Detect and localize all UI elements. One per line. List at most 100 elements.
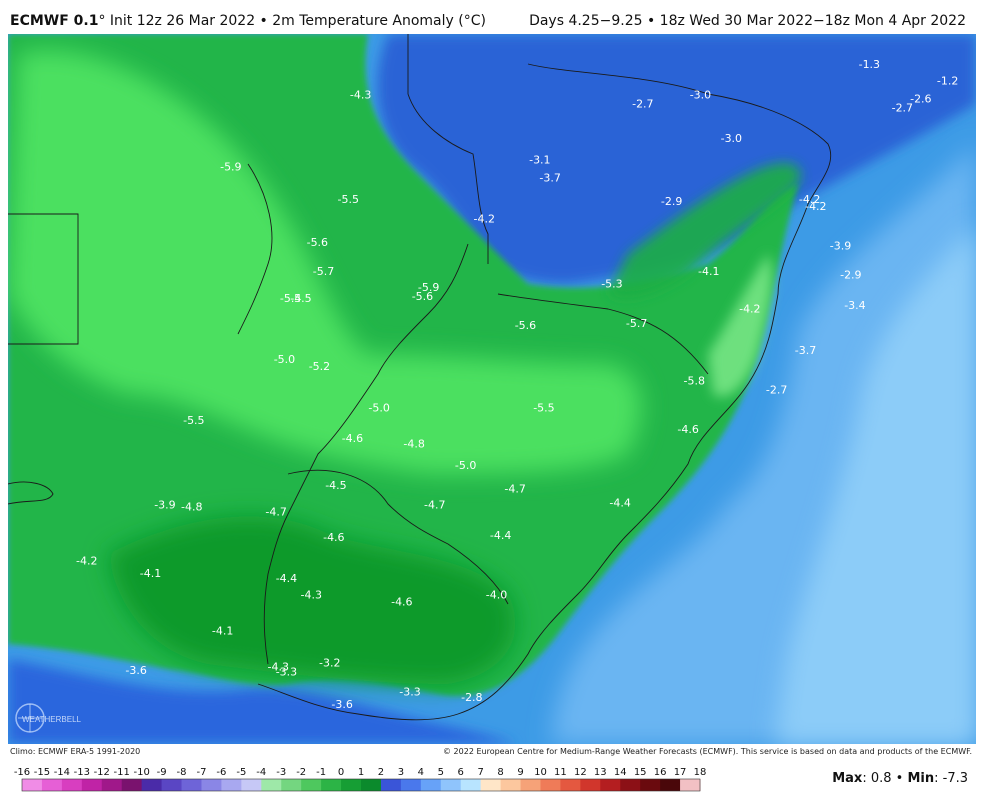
anomaly-label: -3.7 (539, 171, 560, 184)
legend-tick-label: -12 (94, 767, 110, 778)
bright-green-shading (8, 50, 642, 475)
legend-swatch (380, 779, 402, 791)
province-border (8, 213, 79, 345)
legend-swatch (520, 779, 542, 791)
legend-swatch (600, 779, 621, 791)
legend-swatch (261, 779, 282, 791)
legend-tick-label: 1 (358, 767, 364, 778)
anomaly-label: -5.5 (338, 193, 359, 206)
valid-period: Days 4.25−9.25 • 18z Wed 30 Mar 2022−18z… (529, 13, 966, 29)
anomaly-label: -3.9 (154, 499, 175, 512)
anomaly-label: -5.8 (684, 375, 705, 388)
legend-swatch (61, 779, 83, 791)
legend-tick-label: -16 (14, 767, 30, 778)
legend-tick-label: -5 (236, 767, 246, 778)
legend-ticks: -16 -15 -14 -13 -12 -11 -10 -9 -8 -7 -6 -5 -4 -3 -2 -1 0… (14, 767, 707, 778)
weatherbell-logo: WEATHERBELL (12, 696, 102, 736)
anomaly-label: -4.2 (76, 554, 97, 567)
anomaly-label: -3.3 (276, 666, 297, 679)
anomaly-label: -4.4 (276, 572, 297, 585)
legend-tick-label: 10 (534, 767, 547, 778)
river-border (407, 34, 489, 264)
legend-swatch (101, 779, 123, 791)
legend-swatch (41, 779, 63, 791)
anomaly-label: -2.6 (910, 92, 931, 105)
ocean-near-shading (776, 224, 976, 744)
anomaly-label: -4.1 (698, 265, 719, 278)
anomaly-label: -5.7 (626, 317, 647, 330)
legend-swatch (420, 779, 442, 791)
legend-swatch (241, 779, 262, 791)
coastal-green-shading (608, 163, 801, 298)
southern-blue-shading (8, 659, 518, 744)
anomaly-shading (8, 34, 976, 744)
legend-swatch (321, 779, 342, 791)
anomaly-label: -4.1 (140, 567, 161, 580)
legend-tick-label: 3 (398, 767, 404, 778)
legend-border (21, 778, 701, 792)
legend-tick-label: -8 (177, 767, 187, 778)
anomaly-label: -2.8 (461, 691, 482, 704)
anomaly-label: -5.2 (309, 360, 330, 373)
anomaly-label: -4.2 (474, 213, 495, 226)
legend-swatch (500, 779, 522, 791)
legend-tick-label: 5 (438, 767, 444, 778)
legend-tick-label: -1 (316, 767, 326, 778)
anomaly-label: -4.6 (342, 432, 363, 445)
legend-tick-label: -4 (256, 767, 266, 778)
legend-tick-label: 18 (694, 767, 707, 778)
max-min-readout: Max: 0.8 • Min: -7.3 (832, 771, 968, 786)
anomaly-label: -2.9 (661, 195, 682, 208)
min-value: : -7.3 (934, 771, 968, 786)
anomaly-label: -2.7 (632, 98, 653, 111)
anomaly-label: -3.2 (319, 657, 340, 670)
legend-tick-label: -2 (296, 767, 306, 778)
anomaly-label: -4.3 (350, 89, 371, 102)
anomaly-label: -5.9 (418, 281, 439, 294)
legend-tick-label: 12 (574, 767, 587, 778)
legend-tick-label: 14 (614, 767, 627, 778)
anomaly-label: -5.7 (313, 265, 334, 278)
legend-tick-label: 9 (517, 767, 523, 778)
anomaly-label: -5.6 (412, 290, 433, 303)
legend-swatch (640, 779, 661, 791)
legend-swatch (440, 779, 462, 791)
legend-swatch (201, 779, 223, 791)
legend-swatch (161, 779, 183, 791)
legend-tick-label: -7 (196, 767, 206, 778)
legend-swatch (181, 779, 203, 791)
anomaly-label: -5.3 (601, 277, 622, 290)
legend-tick-label: -10 (133, 767, 149, 778)
anomaly-label: -1.3 (859, 58, 880, 71)
legend-tick-label: 8 (497, 767, 503, 778)
legend-swatch (660, 779, 681, 791)
init-description: ° Init 12z 26 Mar 2022 • 2m Temperature … (98, 13, 486, 29)
anomaly-label: -5.6 (307, 236, 328, 249)
anomaly-label: -4.7 (424, 499, 445, 512)
legend-swatch (620, 779, 641, 791)
anomaly-label: -4.4 (490, 529, 511, 542)
legend-tick-label: 16 (654, 767, 667, 778)
anomaly-label: -3.7 (795, 344, 816, 357)
anomaly-label: -4.8 (403, 437, 424, 450)
anomaly-label: -3.0 (721, 132, 742, 145)
legend-tick-label: -11 (114, 767, 130, 778)
lake-outline (8, 481, 54, 505)
color-legend: -16 -15 -14 -13 -12 -11 -10 -9 -8 -7 -6 -5 -4 -3 -2 -1 0… (14, 767, 707, 792)
legend-tick-label: -6 (216, 767, 226, 778)
coastline-border (257, 63, 832, 721)
legend-swatch (580, 779, 601, 791)
anomaly-label: -2.9 (840, 269, 861, 282)
anomaly-label: -4.2 (739, 303, 760, 316)
anomaly-label: -3.3 (399, 686, 420, 699)
climo-note: Climo: ECMWF ERA-5 1991-2020 (10, 747, 141, 756)
legend-swatch (460, 779, 482, 791)
globe-icon: WEATHERBELL (15, 703, 82, 733)
anomaly-label: -4.6 (677, 423, 698, 436)
anomaly-labels: -4.3-5.9-5.5-5.6-5.7-5.4-5.5-5.0-5.2-5.5… (76, 58, 958, 711)
logo-text: WEATHERBELL (22, 715, 82, 724)
anomaly-label: -5.4 (280, 292, 301, 305)
legend-tick-label: 7 (477, 767, 483, 778)
anomaly-label: -4.6 (323, 531, 344, 544)
legend-tick-label: 0 (338, 767, 344, 778)
